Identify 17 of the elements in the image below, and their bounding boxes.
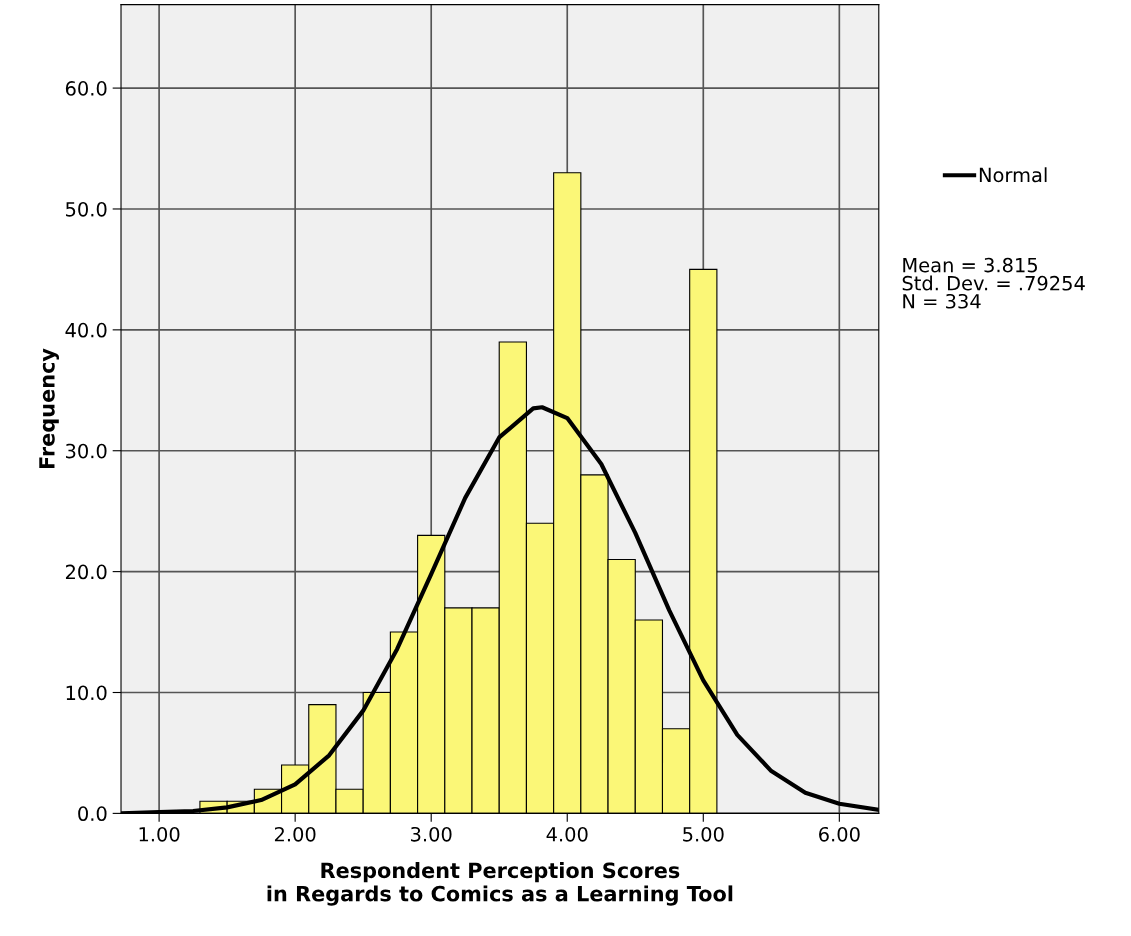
x-tick-label: 2.00 <box>274 826 316 842</box>
x-tick-label: 3.00 <box>411 826 452 842</box>
x-tick-label: 1.00 <box>139 826 180 842</box>
y-tick-label: 50.0 <box>66 201 107 217</box>
y-tick-label: 10.0 <box>66 685 107 701</box>
text: Mean = 3.815 Std. Dev. = .79254 N = 334 <box>902 257 1085 309</box>
y-tick-label: 20.0 <box>65 564 107 580</box>
x-tick-label: 5.00 <box>683 826 724 842</box>
y-tick-label: 0.0 <box>78 806 107 822</box>
x-tick-label: 6.00 <box>819 826 860 842</box>
x-axis-title: Respondent Perception Scores in Regards to Comics as a Learning Tool <box>267 862 733 906</box>
x-tick-label: 4.00 <box>546 826 588 842</box>
y-tick-label: 40.0 <box>65 322 107 338</box>
y-tick-label: 60.0 <box>65 81 107 96</box>
y-tick-label: 30.0 <box>66 443 107 459</box>
y-axis-title: Frequency <box>39 348 59 469</box>
legend-label: Normal <box>979 167 1047 183</box>
